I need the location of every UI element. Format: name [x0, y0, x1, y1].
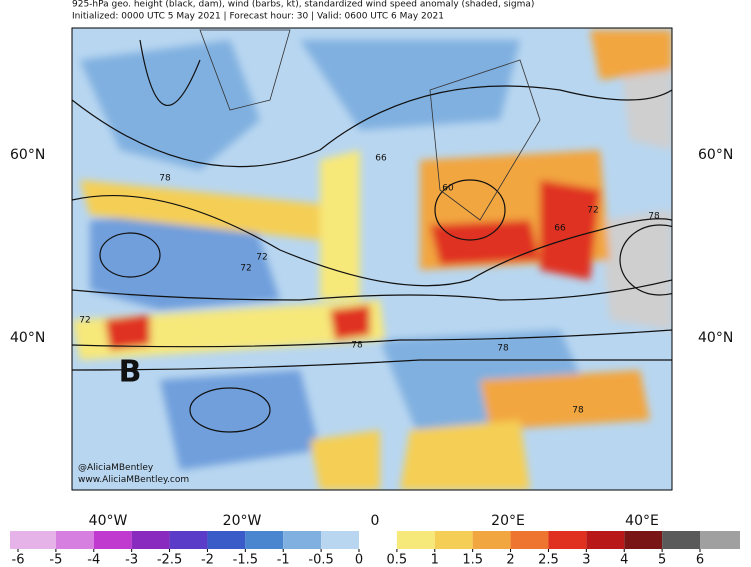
contour-label: 72: [587, 206, 598, 216]
subtitle: Initialized: 0000 UTC 5 May 2021 | Forec…: [72, 12, 444, 22]
colorbar-label: 2: [506, 553, 514, 567]
lat-label: 40°N: [698, 330, 733, 346]
contour-label: 60: [442, 184, 454, 194]
contour-label: 66: [554, 224, 566, 234]
credit: www.AliciaMBentley.com: [78, 475, 189, 485]
colorbar-label: -4: [87, 553, 100, 567]
colorbar-box: [283, 531, 322, 549]
colorbar-label: 4: [620, 553, 628, 567]
lon-label: 40°E: [625, 513, 659, 529]
colorbar-box: [586, 531, 625, 549]
colorbar-label: 5: [658, 553, 666, 567]
contour-label: 78: [159, 174, 171, 184]
colorbar-label: 1: [431, 553, 439, 567]
colorbar-box: [131, 531, 170, 549]
colorbar-label: -2: [201, 553, 214, 567]
contour-label: 66: [375, 154, 387, 164]
credit: @AliciaMBentley: [78, 463, 154, 473]
colorbar-label: -5: [49, 553, 62, 567]
colorbar-box: [245, 531, 284, 549]
colorbar-label: -0.5: [308, 553, 333, 567]
colorbar-box: [396, 531, 435, 549]
contour-label: 78: [648, 212, 660, 222]
colorbar-box: [321, 531, 359, 549]
contour-label: 72: [256, 253, 267, 263]
colorbar-box: [55, 531, 94, 549]
colorbar-label: -6: [12, 553, 25, 567]
colorbar-box: [434, 531, 473, 549]
colorbar-label: 0.5: [387, 553, 408, 567]
map-frame: [71, 27, 673, 491]
colorbar-box: [18, 531, 56, 549]
lat-label: 40°N: [10, 330, 45, 346]
colorbar-extension: [700, 531, 740, 549]
lon-label: 40°W: [89, 513, 128, 529]
colorbar-label: -3: [125, 553, 138, 567]
colorbar-extension: [10, 531, 18, 549]
colorbar-box: [662, 531, 700, 549]
colorbar-box: [548, 531, 587, 549]
title: 925-hPa geo. height (black, dam), wind (…: [72, 0, 534, 10]
contour-label: 72: [79, 316, 90, 326]
colorbar-box: [359, 531, 397, 549]
colorbar-box: [93, 531, 132, 549]
contour-label: 78: [497, 344, 509, 354]
colorbar-label: -2.5: [157, 553, 182, 567]
lon-label: 0: [371, 513, 380, 529]
colorbar-label: 1.5: [462, 553, 483, 567]
colorbar-label: 2.5: [538, 553, 559, 567]
height-contours: [72, 39, 672, 433]
colorbar-label: 3: [582, 553, 590, 567]
colorbar-box: [510, 531, 549, 549]
colorbar-label: -1.5: [233, 553, 258, 567]
colorbar-box: [472, 531, 511, 549]
contour-label: 72: [240, 264, 251, 274]
lon-label: 20°W: [223, 513, 262, 529]
contour-label: 78: [351, 341, 363, 351]
lat-label: 60°N: [698, 147, 733, 163]
colorbar-label: 6: [696, 553, 704, 567]
lat-label: 60°N: [10, 147, 45, 163]
colorbar-label: 0: [355, 553, 363, 567]
coastline-hint: [199, 29, 541, 221]
contour-label: 78: [572, 406, 584, 416]
colorbar-label: -1: [277, 553, 290, 567]
colorbar-box: [207, 531, 246, 549]
colorbar-box: [169, 531, 208, 549]
annotation: B: [119, 355, 142, 390]
map-field: 78 72 66 60 66 72 78 72 78 78 72 78 B @AliciaMBentl…: [72, 28, 672, 490]
lon-label: 20°E: [491, 513, 525, 529]
colorbar-box: [624, 531, 663, 549]
